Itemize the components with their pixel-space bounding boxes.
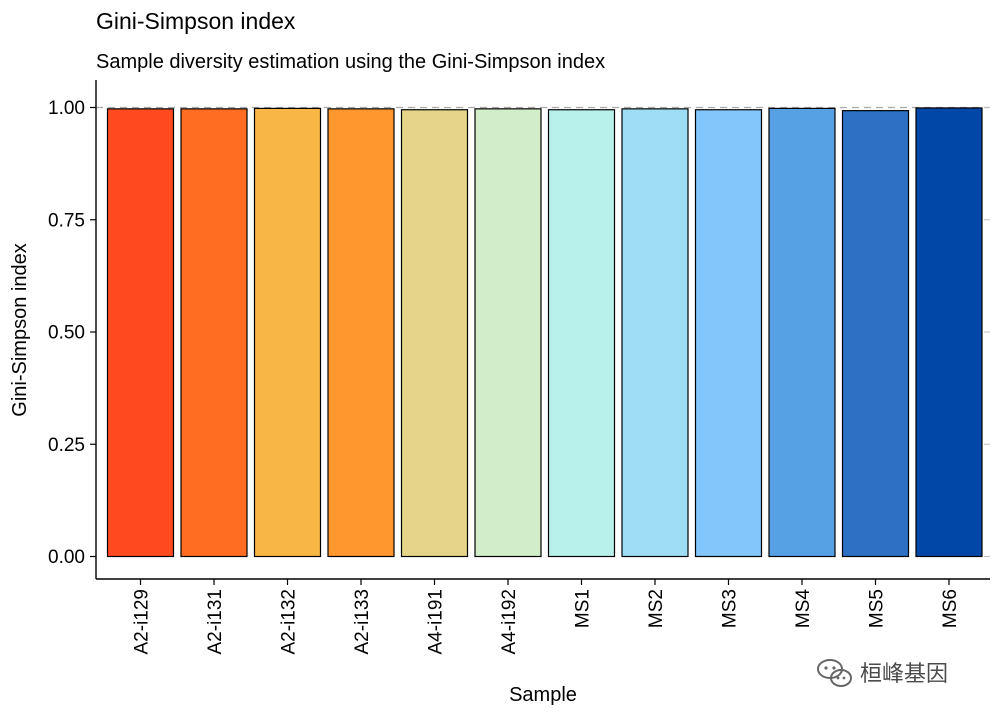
y-tick-label: 0.00 xyxy=(48,547,85,568)
x-tick-label: MS1 xyxy=(573,589,594,628)
bar-a2-i132 xyxy=(253,107,322,558)
bar-a2-i133 xyxy=(327,108,395,558)
x-tick-label: MS2 xyxy=(646,589,667,628)
bars-layer xyxy=(106,107,983,558)
x-tick-label: MS4 xyxy=(793,589,814,629)
y-tick-label: 0.75 xyxy=(48,210,85,231)
x-tick-label: MS6 xyxy=(940,589,961,628)
bar-ms2 xyxy=(621,108,689,558)
x-ticks-layer: A2-i129 A2-i131 A2-i132 A2-i133 A4-i191 A4-i1… xyxy=(132,579,961,655)
x-tick-label: A2-i132 xyxy=(279,589,300,655)
x-tick-label: A4-i191 xyxy=(426,589,447,655)
watermark-text: 桓峰基因 xyxy=(860,662,948,687)
bar-a4-i191 xyxy=(400,109,469,558)
chart-subtitle: Sample diversity estimation using the Gi… xyxy=(96,51,605,73)
y-axis-title: Gini-Simpson index xyxy=(9,243,31,416)
bar-ms1 xyxy=(547,109,616,558)
x-tick-label: MS5 xyxy=(867,589,888,628)
y-tick-label: 0.50 xyxy=(48,323,85,344)
x-tick-label: A2-i131 xyxy=(205,589,226,655)
x-tick-label: A4-i192 xyxy=(499,589,520,655)
bar-a4-i192 xyxy=(474,108,542,558)
bar-a2-i129 xyxy=(106,108,175,558)
wechat-icon xyxy=(817,659,852,687)
bar-ms3 xyxy=(694,109,763,558)
x-axis-title: Sample xyxy=(509,684,577,706)
y-ticks-layer: 0.00 0.25 0.50 0.75 1.00 xyxy=(48,98,990,568)
x-tick-label: MS3 xyxy=(720,589,741,628)
bar-ms5 xyxy=(841,110,910,558)
watermark: 桓峰基因 xyxy=(817,659,948,687)
chart-title: Gini-Simpson index xyxy=(96,8,296,34)
bar-a2-i131 xyxy=(180,108,248,558)
y-tick-label: 1.00 xyxy=(48,98,85,119)
bar-ms4 xyxy=(768,107,836,558)
bar-ms6 xyxy=(915,107,983,558)
y-tick-label: 0.25 xyxy=(48,435,85,456)
x-tick-label: A2-i133 xyxy=(352,589,373,655)
x-tick-label: A2-i129 xyxy=(132,589,153,655)
